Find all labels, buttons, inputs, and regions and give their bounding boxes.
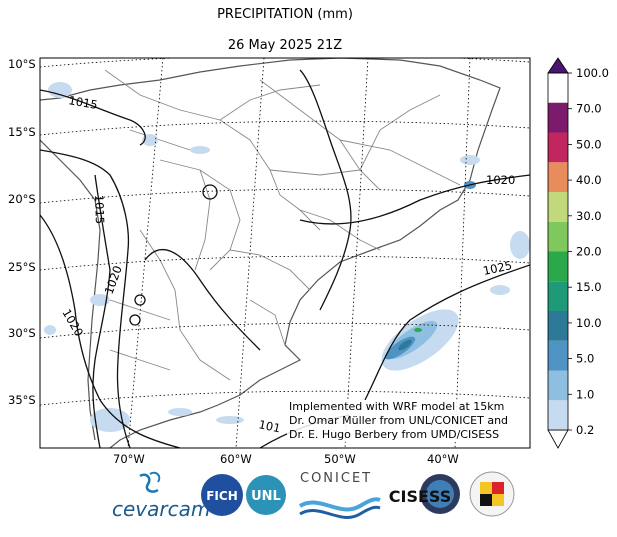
svg-text:FICH: FICH	[206, 489, 238, 503]
contour-label: 1015	[92, 195, 107, 225]
graticule	[40, 58, 530, 448]
colorbar-segment	[548, 102, 568, 133]
colorbar-tick-label: 0.2	[576, 423, 594, 437]
colorbar-tick-label: 50.0	[576, 137, 602, 151]
svg-text:CONICET: CONICET	[300, 471, 372, 486]
lat-label: 35°S	[8, 393, 36, 407]
lon-label: 40°W	[427, 452, 459, 466]
svg-text:UNL: UNL	[251, 489, 281, 504]
colorbar-tick-label: 30.0	[576, 209, 602, 223]
colorbar-segment	[548, 192, 568, 222]
lat-label: 30°S	[8, 326, 36, 340]
fich-logo: FICH	[201, 474, 243, 516]
contour-label: 101	[257, 417, 281, 435]
lon-label: 60°W	[220, 452, 252, 466]
lon-label: 70°W	[113, 452, 145, 466]
map-content	[40, 58, 530, 448]
colorbar-max-extension	[547, 57, 569, 74]
colorbar-tick-label: 40.0	[576, 173, 602, 187]
coastline	[40, 58, 501, 448]
colorbar-segment	[548, 251, 568, 282]
logo-strip: cevarcam FICH UNL CONICET CISESS	[112, 471, 515, 521]
country-borders	[104, 69, 461, 381]
colorbar-tick-label: 1.0	[576, 387, 594, 401]
colorbar-segment	[548, 221, 568, 252]
colorbar-tick-label: 10.0	[576, 316, 602, 330]
colorbar-segment	[548, 400, 568, 430]
colorbar-tick-label: 5.0	[576, 352, 594, 366]
colorbar-tick-label: 70.0	[576, 102, 602, 116]
contour-label: 1025	[482, 258, 514, 278]
map-title: PRECIPITATION (mm)	[217, 7, 353, 22]
isobars	[40, 69, 530, 448]
svg-text:CISESS: CISESS	[389, 487, 451, 506]
cevarcam-logo: cevarcam	[112, 471, 210, 521]
svg-text:cevarcam: cevarcam	[112, 497, 210, 521]
colorbar-segment	[548, 370, 568, 401]
colorbar-segment	[548, 162, 568, 192]
colorbar-min-extension	[547, 429, 569, 449]
unl-logo: UNL	[246, 475, 286, 515]
lon-label: 50°W	[324, 452, 356, 466]
colorbar-segment	[548, 311, 568, 341]
credit-line: Dr. Omar Müller from UNL/CONICET and	[289, 414, 509, 427]
colorbar: 100.0 70.0 50.0 40.0 30.0 20.0 15.0 10.0 5.0 1.0 0…	[547, 57, 609, 449]
contour-label: 1020	[486, 173, 515, 187]
colorbar-tick-label: 100.0	[576, 66, 609, 80]
colorbar-tick-label: 15.0	[576, 280, 602, 294]
colorbar-segment	[548, 281, 568, 311]
lat-label: 10°S	[8, 57, 36, 71]
model-credit: Implemented with WRF model at 15km Dr. O…	[287, 400, 511, 442]
credit-line: Dr. E. Hugo Berbery from UMD/CISESS	[289, 428, 500, 441]
colorbar-segment	[548, 132, 568, 163]
contour-label: 1015	[67, 93, 98, 112]
precip-patches	[44, 82, 530, 432]
cisess-logo: CISESS	[389, 474, 460, 514]
lat-label: 15°S	[8, 125, 36, 139]
lat-label: 20°S	[8, 192, 36, 206]
umd-seal-logo	[469, 471, 515, 517]
colorbar-segment	[548, 340, 568, 371]
lat-label: 25°S	[8, 260, 36, 274]
colorbar-tick-label: 20.0	[576, 245, 602, 259]
conicet-logo: CONICET	[298, 471, 381, 519]
credit-line: Implemented with WRF model at 15km	[289, 400, 505, 413]
map-subtitle: 26 May 2025 21Z	[227, 38, 343, 53]
